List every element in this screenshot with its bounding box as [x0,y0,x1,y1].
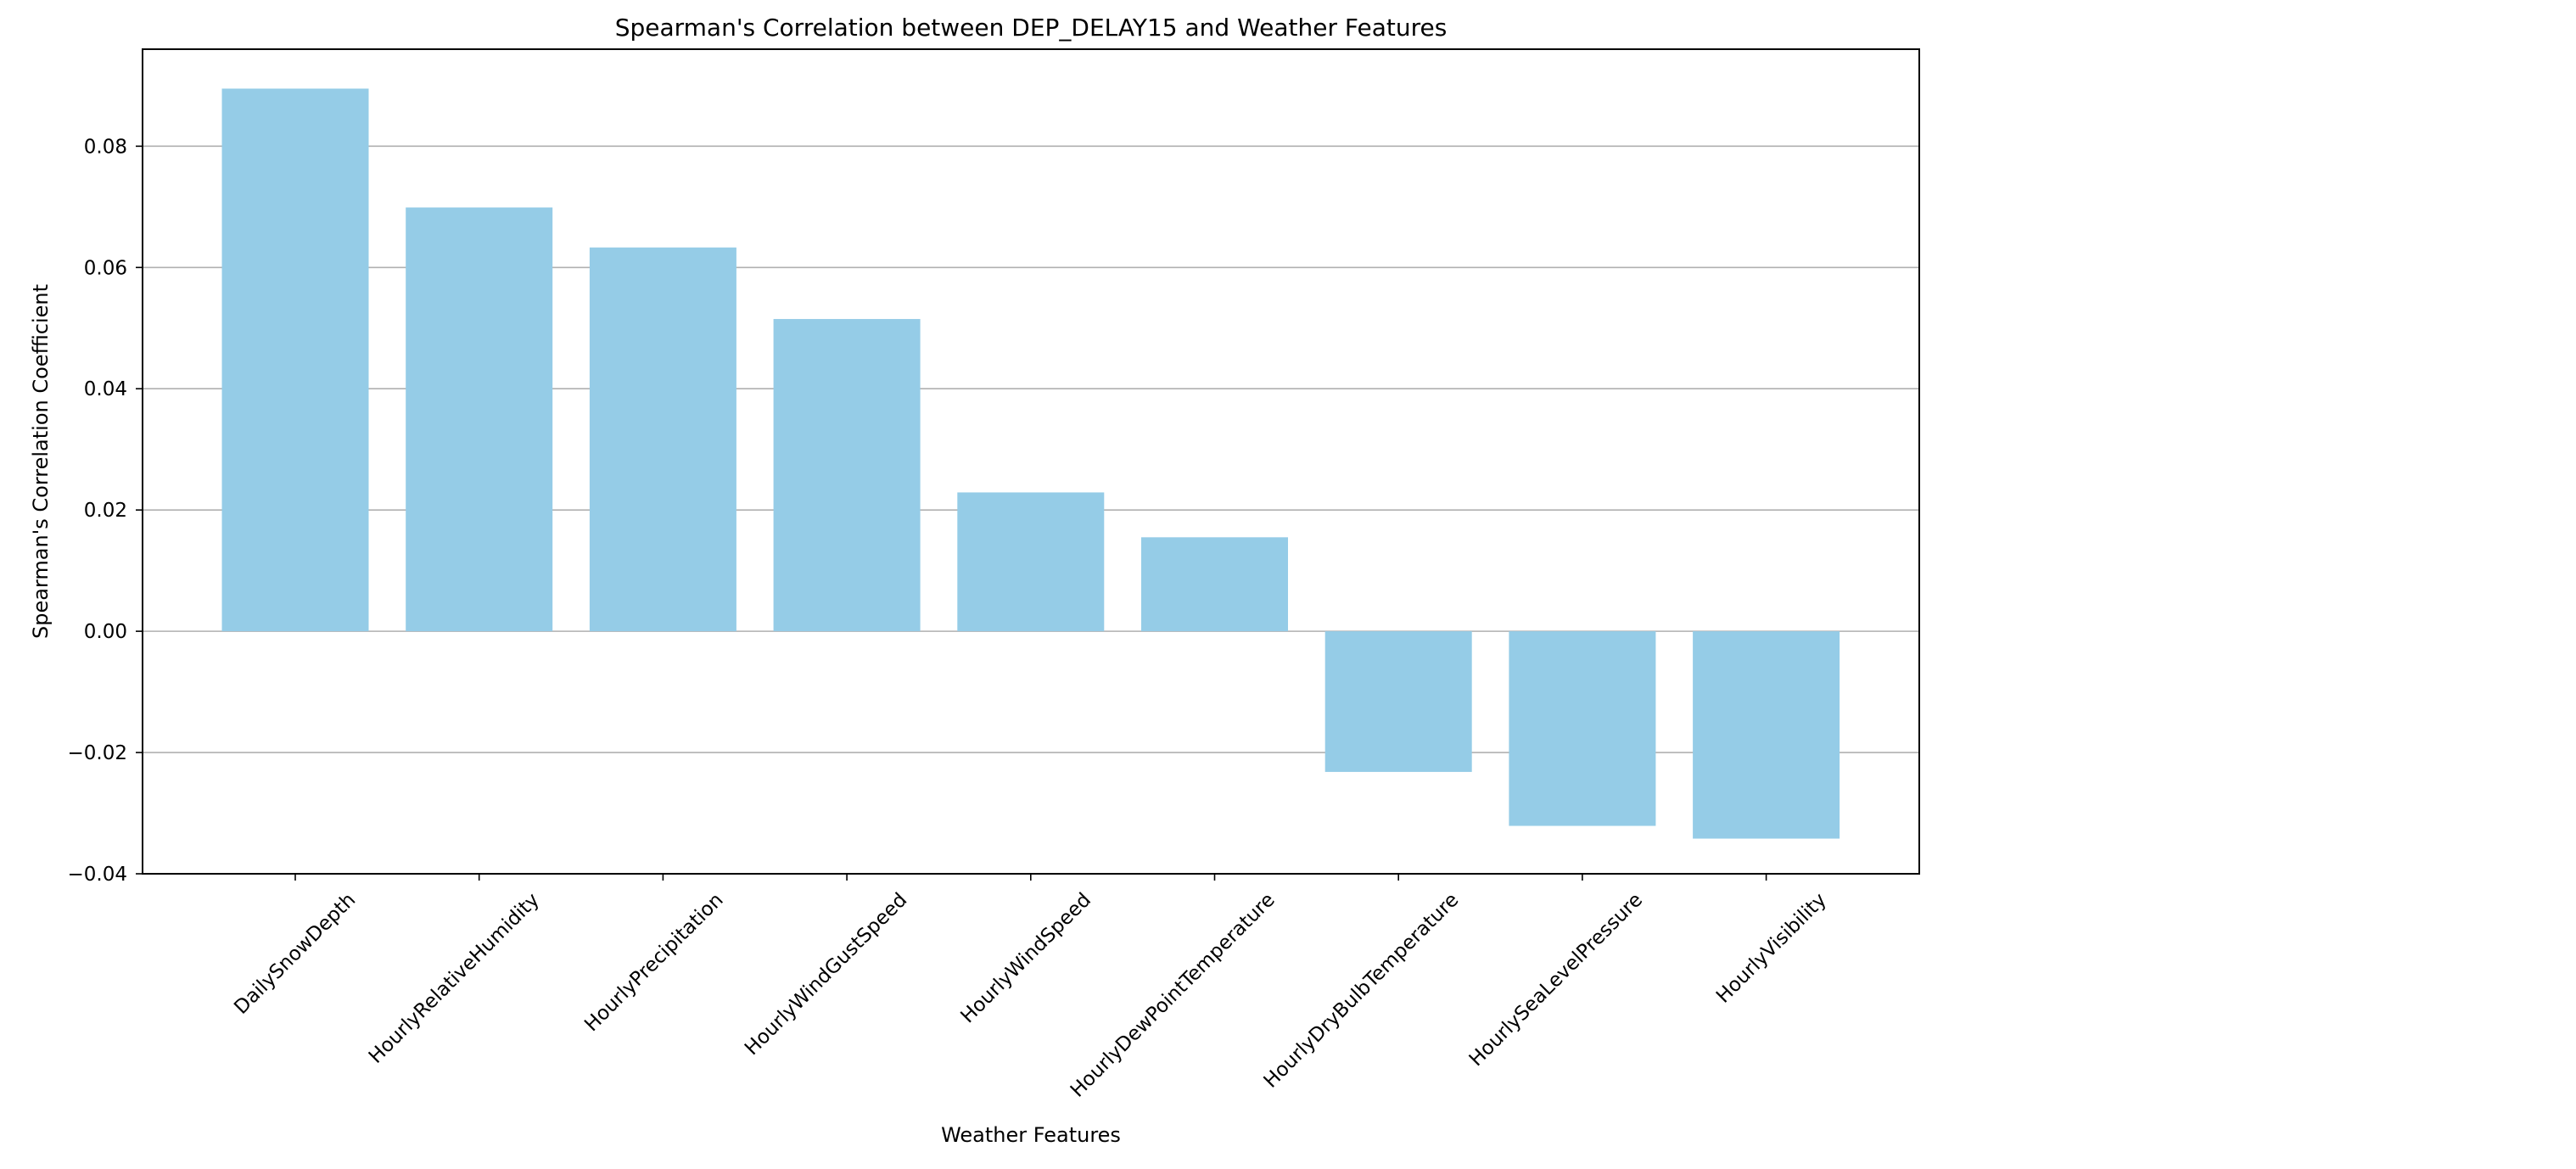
x-axis-ticks: DailySnowDepth HourlyRelativeHumidity Hour… [230,874,1831,1102]
bar [406,207,553,632]
y-axis-ticks: −0.04 −0.02 0.00 0.02 0.04 0.06 0.08 [68,136,143,886]
bar [589,247,736,632]
y-tick-label: 0.08 [84,136,127,158]
y-tick-label: −0.02 [68,742,127,764]
x-tick-label: HourlySeaLevelPressure [1465,889,1647,1071]
bar [1324,631,1472,772]
x-tick-label: DailySnowDepth [230,889,360,1019]
bar [1509,631,1656,826]
x-tick-label: HourlyDewPointTemperature [1067,889,1280,1102]
y-tick-label: 0.04 [84,378,127,400]
x-axis-title: Weather Features [941,1123,1121,1147]
bars [221,88,1840,839]
x-tick-label: HourlyWindSpeed [956,889,1095,1028]
bar [1693,631,1840,839]
y-tick-label: −0.04 [68,864,127,886]
bar [221,88,369,632]
x-tick-label: HourlyWindGustSpeed [741,889,911,1060]
x-tick-label: HourlyPrecipitation [580,889,727,1036]
bar [957,492,1105,632]
y-tick-label: 0.02 [84,500,127,522]
y-axis-title: Spearman's Correlation Coefficient [29,284,53,639]
y-tick-label: 0.06 [84,257,127,279]
bar [773,319,921,632]
y-tick-label: 0.00 [84,621,127,643]
bar [1141,537,1288,632]
chart-title: Spearman's Correlation between DEP_DELAY… [615,14,1448,42]
x-tick-label: HourlyDryBulbTemperature [1260,889,1464,1093]
x-tick-label: HourlyVisibility [1712,889,1831,1008]
x-tick-label: HourlyRelativeHumidity [365,889,544,1068]
